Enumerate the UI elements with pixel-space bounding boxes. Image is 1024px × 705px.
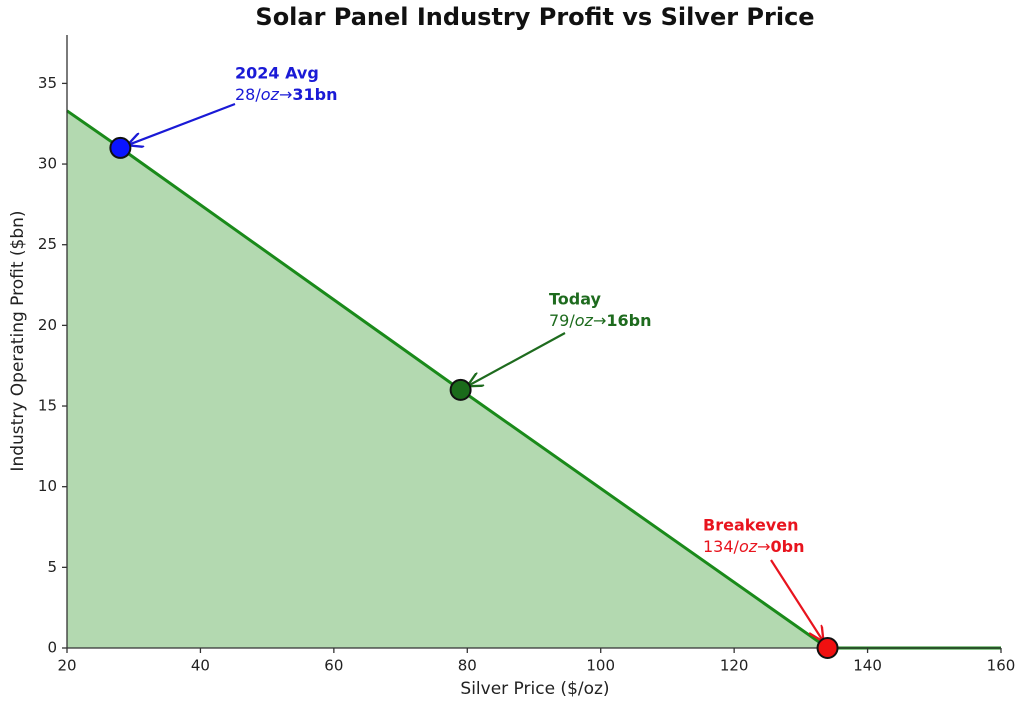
annotation-text-part: 79/: [549, 311, 575, 330]
x-tick-label: 140: [853, 657, 882, 675]
annotation-title: Breakeven: [703, 516, 798, 535]
chart-title: Solar Panel Industry Profit vs Silver Pr…: [255, 3, 814, 31]
x-tick-label: 20: [57, 657, 76, 675]
highlight-point: [449, 378, 472, 401]
annotation-text-part: 16bn: [606, 311, 651, 330]
annotation-text: 134/oz→0bn: [703, 537, 805, 556]
y-tick-label: 25: [38, 235, 57, 253]
highlight-point: [816, 637, 839, 659]
y-tick-label: 30: [38, 155, 57, 173]
annotation-arrow: [129, 102, 236, 145]
x-tick-label: 120: [720, 657, 749, 675]
annotation-text-part: →: [593, 311, 606, 330]
annotation-text-part: oz: [261, 85, 280, 104]
annotation-text-part: 134/: [703, 537, 740, 556]
highlight-point: [109, 136, 132, 159]
annotation-text-part: oz: [739, 537, 758, 556]
y-axis-label: Industry Operating Profit ($bn): [8, 210, 28, 471]
y-tick-label: 5: [47, 558, 57, 576]
y-tick-label: 0: [47, 639, 57, 657]
y-tick-label: 15: [38, 397, 57, 415]
annotation-text: 79/oz→16bn: [549, 311, 651, 330]
annotation-text-part: 0bn: [771, 537, 805, 556]
annotation-arrow: [770, 559, 823, 640]
annotation-arrow: [469, 332, 566, 386]
y-tick-label: 35: [38, 74, 57, 92]
annotation-text-part: 31bn: [292, 85, 337, 104]
x-tick-label: 160: [987, 657, 1016, 675]
area: [67, 110, 1001, 648]
x-tick-label: 60: [324, 657, 343, 675]
annotation-text: 28/oz→31bn: [235, 85, 337, 104]
annotation-text-part: →: [757, 537, 770, 556]
x-tick-label: 100: [586, 657, 615, 675]
annotation-title: 2024 Avg: [235, 64, 319, 83]
x-tick-label: 80: [458, 657, 477, 675]
annotation-title: Today: [549, 290, 602, 309]
x-tick-label: 40: [191, 657, 210, 675]
y-tick-label: 20: [38, 316, 57, 334]
y-tick-label: 10: [38, 477, 57, 495]
annotation-text-part: oz: [575, 311, 594, 330]
x-axis-label: Silver Price ($/oz): [460, 679, 609, 699]
annotation-text-part: →: [279, 85, 292, 104]
annotation-text-part: 28/: [235, 85, 261, 104]
